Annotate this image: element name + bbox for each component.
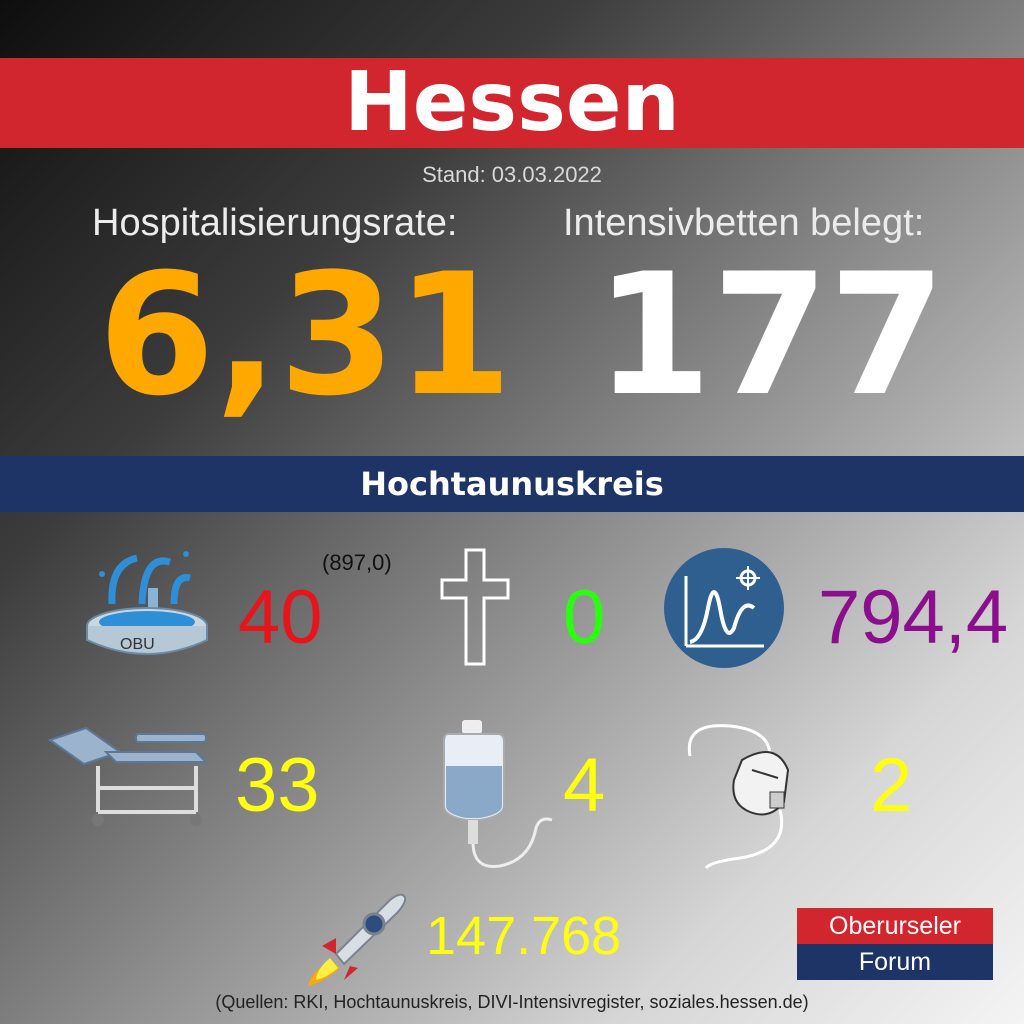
vaccinations-value: 147.768 [426,906,622,966]
region-title: Hochtaunuskreis [360,465,664,503]
new-cases-incidence: (897,0) [322,550,392,575]
incidence-value: 794,4 [818,575,1009,660]
oxygen-mask-icon [680,720,810,870]
icu-beds-label: Intensivbetten belegt: [563,202,925,244]
hospital-value: 33 [235,743,320,828]
logo-line-2: Forum [797,944,993,980]
hosp-rate-label: Hospitalisierungsrate: [92,202,458,244]
icu-beds-value: 177 [595,237,946,433]
ventilated-value: 2 [870,743,913,828]
cross-icon [440,548,510,666]
oberurseler-forum-logo: Oberurseler Forum [797,908,993,980]
sources-footer: (Quellen: RKI, Hochtaunuskreis, DIVI-Int… [215,992,809,1012]
incidence-curve-icon [664,548,784,668]
fountain-label: OBU [120,636,155,653]
logo-line-1: Oberurseler [797,908,993,944]
region-banner: Hochtaunuskreis [0,456,1024,512]
page-title: Hessen [344,55,680,150]
fountain-icon: OBU [82,544,212,664]
deaths-value: 0 [563,575,606,660]
rocket-icon [300,888,410,988]
new-cases-value: 40 [238,575,323,660]
hosp-rate-value: 6,31 [98,237,513,433]
stand-date: Stand: 03.03.2022 [422,162,602,187]
hospital-bed-icon [46,718,212,828]
iv-value: 4 [563,743,606,828]
header-banner: Hessen [0,58,1024,148]
iv-bag-icon [440,720,564,870]
